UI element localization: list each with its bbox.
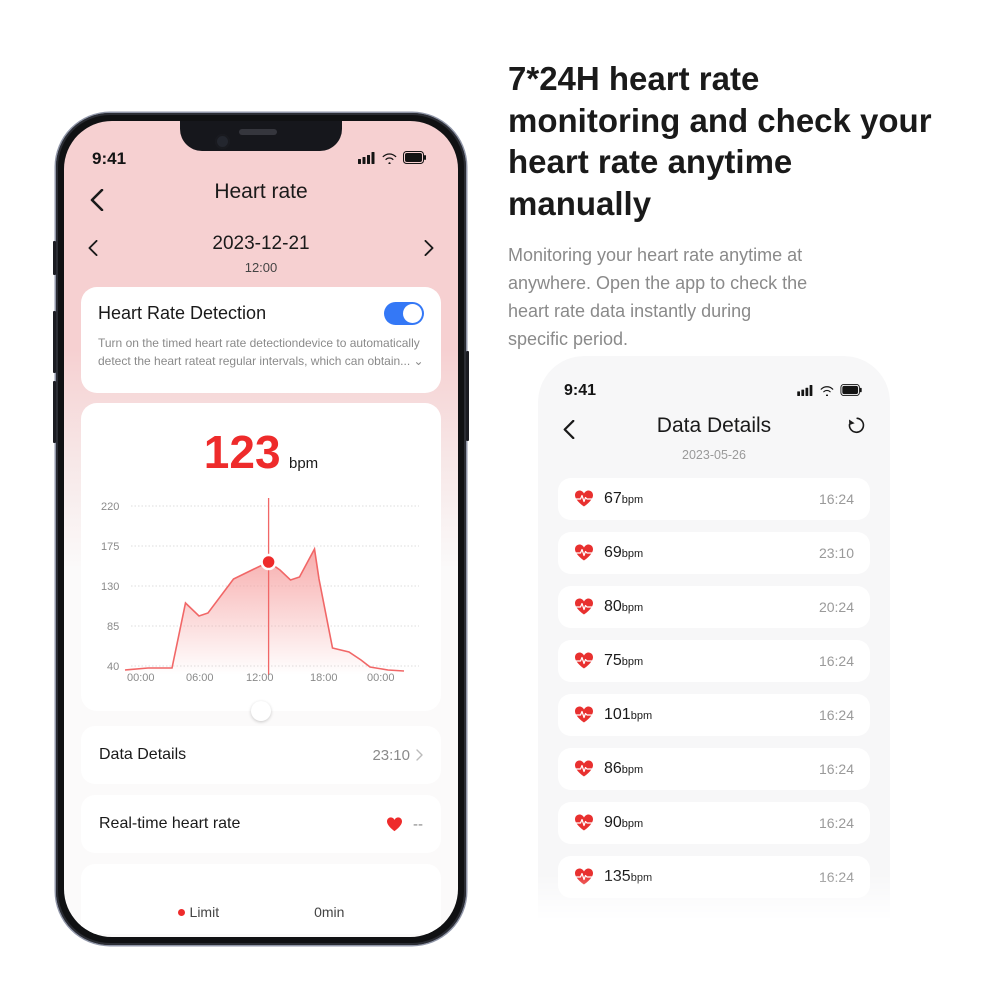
svg-text:130: 130 — [101, 581, 119, 593]
svg-text:85: 85 — [107, 621, 119, 633]
svg-text:220: 220 — [101, 501, 119, 513]
svg-text:40: 40 — [107, 661, 119, 673]
svg-text:175: 175 — [101, 541, 119, 553]
